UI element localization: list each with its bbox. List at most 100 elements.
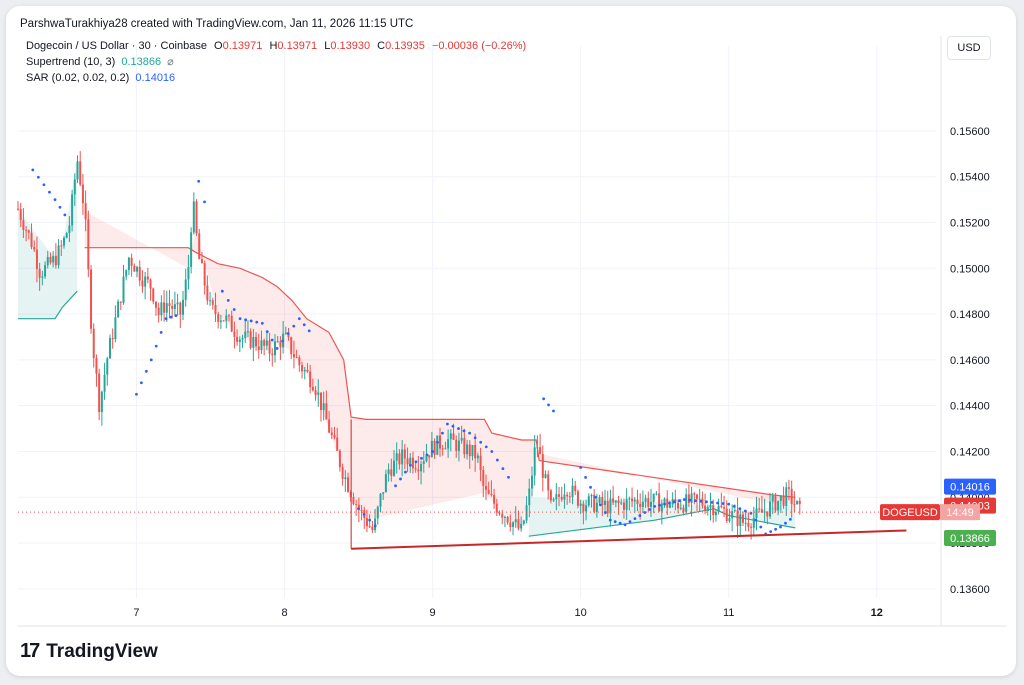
candle-body [455,439,458,451]
candle-body [119,301,122,303]
candle-body [690,493,693,504]
candle-body [512,522,515,528]
candle-body [222,320,225,322]
sar-dot [260,321,264,325]
candle-body [682,507,685,512]
sar-dot [784,521,787,525]
sar-dot [404,470,407,474]
candle-body [447,439,450,449]
candle-body [168,303,171,307]
candle-body [387,469,390,475]
candle-body [723,507,726,509]
candle-body [347,477,350,492]
candle-body [796,500,799,505]
candle-body [595,502,598,512]
candle-body [98,373,101,413]
sar-dot [552,409,555,413]
sar-dot [297,317,301,321]
candle-body [628,498,631,500]
candle-body [195,201,198,234]
candle-body [422,461,425,464]
x-tick-label: 8 [281,607,287,619]
sar-dot [48,190,51,194]
candle-body [741,514,744,523]
candle-body [484,486,487,490]
candle-body [763,511,766,513]
candle-body [130,257,133,266]
candle-body [758,508,761,510]
chart-card: 0.136000.138000.140000.142000.144000.146… [6,6,1016,676]
sar-dot [754,518,758,522]
sar-dot [414,460,418,464]
candle-body [81,184,84,204]
candle-body [536,447,539,449]
low-label: L [324,40,331,52]
x-tick-label: 9 [430,607,436,619]
legend-sar-row[interactable]: SAR (0.02, 0.02, 0.2) 0.14016 [26,70,526,86]
currency-selector[interactable]: USD [947,36,991,60]
sar-dot [270,338,274,342]
sar-dot [169,315,173,319]
x-tick-label: 7 [133,607,139,619]
candle-body [709,505,712,508]
sar-dot [220,289,224,293]
candle-body [782,495,785,506]
candle-body [17,208,19,210]
candle-body [338,450,341,468]
candle-body [509,522,512,528]
tradingview-logo[interactable]: 17 TradingView [20,640,158,663]
candle-body [655,493,658,495]
candle-body [108,338,111,359]
candle-body [336,437,339,451]
candle-body [644,498,647,502]
sar-dot [249,319,253,323]
sar-dot [42,183,46,187]
candle-body [449,433,452,440]
change-value: −0.00036 (−0.26%) [431,40,527,52]
candle-body [279,341,282,348]
candle-body [176,302,179,305]
candle-body [252,336,255,348]
candle-body [273,341,276,356]
candle-body [612,498,615,503]
candle-body [401,449,404,465]
sar-dot [710,501,714,504]
candle-body [117,301,120,318]
candle-body [606,500,609,514]
y-tick-label: 0.13600 [950,584,990,596]
candle-body [460,438,463,441]
candle-body [760,509,763,513]
candle-body [333,435,336,438]
legend-supertrend-row[interactable]: Supertrend (10, 3) 0.13866 ⌀ [26,54,526,70]
candle-body [779,495,782,501]
candle-body [41,276,44,278]
sar-dot [436,440,439,444]
hidden-value-icon: ⌀ [167,56,174,68]
symbol-label[interactable]: Dogecoin / US Dollar · 30 · Coinbase [26,40,207,52]
price-chart[interactable]: 0.136000.138000.140000.142000.144000.146… [6,6,1016,676]
candle-body [227,315,230,317]
candle-body [173,304,176,309]
candle-body [217,314,220,322]
candle-body [371,526,374,531]
candle-body [438,435,441,449]
candle-body [747,522,750,527]
candle-body [631,498,634,502]
candle-body [125,270,128,277]
candle-body [471,444,474,457]
y-tick-label: 0.14600 [950,355,990,367]
candle-body [390,469,393,476]
candle-body [539,447,542,455]
candle-body [65,233,68,238]
candle-body [725,508,728,522]
open-value: 0.13971 [222,40,263,52]
candle-body [257,346,260,351]
candle-body [641,501,644,507]
sar-dot [307,329,311,333]
sar-dot [244,318,248,322]
sar-dot [238,317,242,321]
candle-body [163,302,166,313]
sar-dot [154,344,158,348]
sar-dot [286,332,290,335]
sar-dot [507,475,510,479]
